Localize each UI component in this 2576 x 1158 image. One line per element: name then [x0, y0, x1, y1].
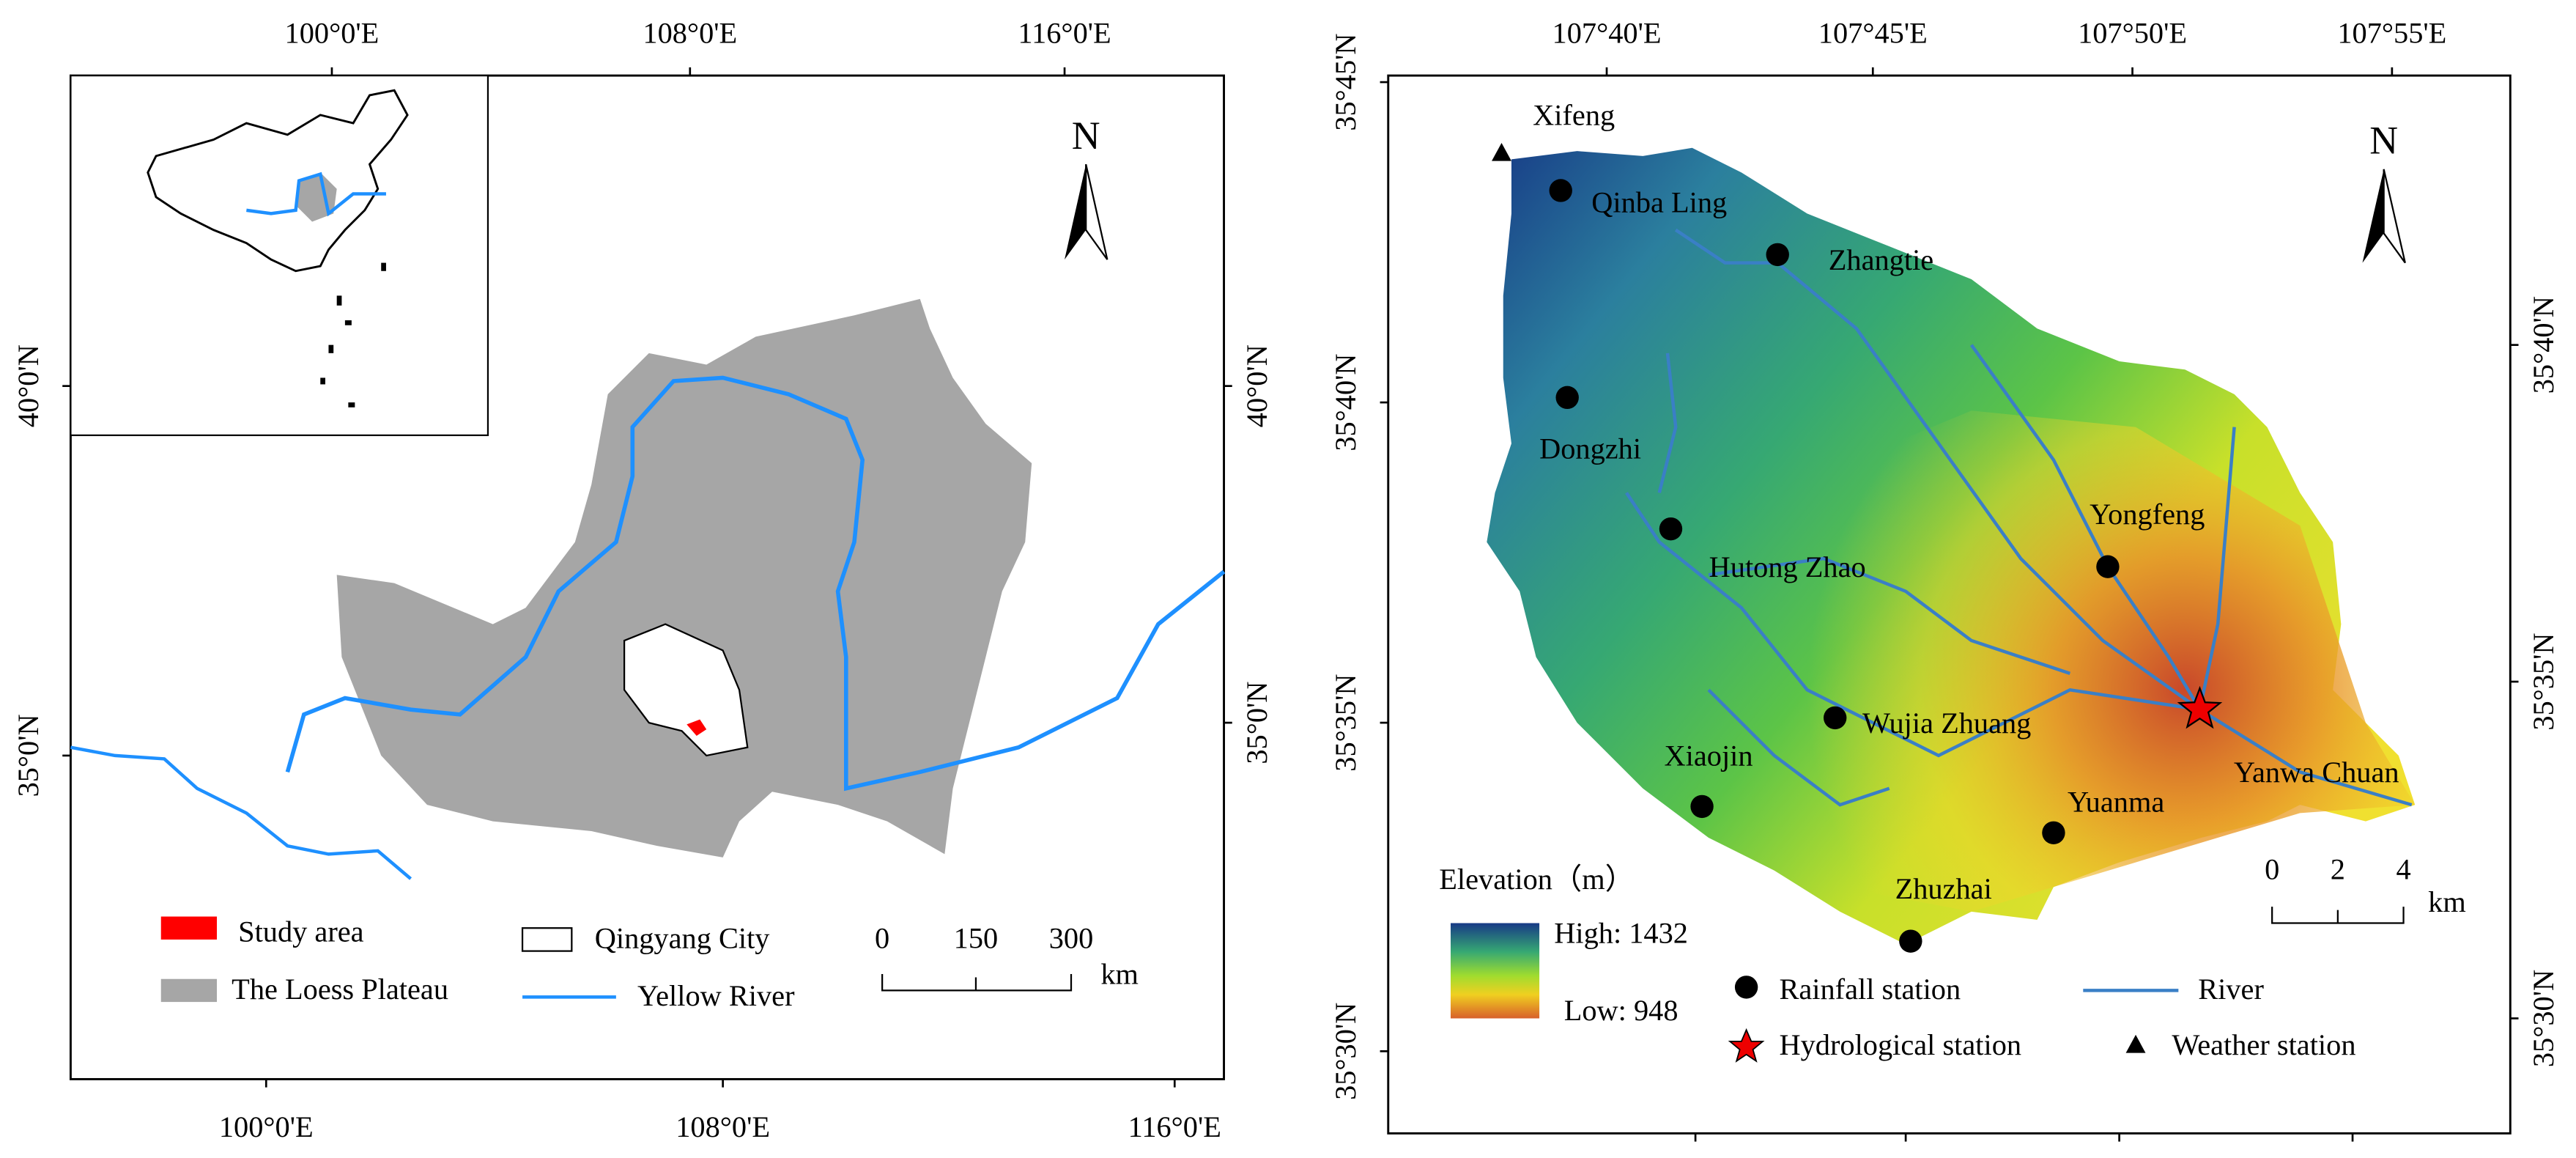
- weather-station: [1492, 142, 1511, 161]
- inset-frame: [70, 74, 489, 437]
- tick-label: 35°35'N: [1329, 674, 1362, 771]
- tick-label: 35°40'N: [1329, 353, 1362, 451]
- legend-label: The Loess Plateau: [232, 973, 448, 1006]
- right-frame: [1387, 74, 2512, 1135]
- tick-label: 116°0'E: [1018, 17, 1111, 50]
- left-frame: [69, 74, 1226, 1080]
- rainfall-station: [1824, 706, 1847, 730]
- scale-label: 0: [875, 921, 889, 954]
- tick-label: 40°0'N: [1240, 344, 1273, 427]
- north-arrow: [2383, 169, 2406, 264]
- study-area: [686, 719, 707, 737]
- qingyang-city: [623, 623, 749, 757]
- scale-label: 150: [954, 921, 999, 954]
- station-label: Dongzhi: [1539, 432, 1641, 465]
- tick-label: 108°0'E: [676, 1110, 770, 1143]
- tick-label: 107°50'E: [2078, 17, 2187, 50]
- tick-label: 35°45'N: [1329, 33, 1362, 130]
- legend-rainfall: [1734, 976, 1758, 999]
- legend-label: Qingyang City: [595, 921, 771, 954]
- tick-label: 35°30'N: [1329, 1003, 1362, 1100]
- tick-label: 108°0'E: [643, 17, 737, 50]
- legend-label: High: 1432: [1554, 917, 1688, 950]
- north-arrow: [1085, 163, 1109, 260]
- rainfall-station: [1899, 929, 1922, 953]
- scale-unit: km: [1100, 958, 1139, 991]
- legend-weather: [2125, 1034, 2146, 1053]
- rainfall-station: [1555, 386, 1579, 410]
- tick-label: 40°0'N: [12, 344, 45, 427]
- legend-swatch: [521, 927, 573, 952]
- china-outline: [147, 89, 409, 273]
- yellow-river: [70, 745, 412, 880]
- elevation-ramp: [1450, 923, 1540, 1019]
- inset-river: [246, 172, 386, 217]
- station-label: Xiaojin: [1665, 740, 1753, 772]
- legend-label: Low: 948: [1564, 994, 1679, 1027]
- tick-label: 107°40'E: [1552, 17, 1662, 50]
- hydrological-station: [2177, 685, 2223, 729]
- legend-label: Study area: [238, 915, 364, 948]
- loess-plateau: [336, 298, 1032, 858]
- inset-islands: [320, 262, 386, 407]
- rainfall-station: [1690, 794, 1714, 819]
- legend-label: Rainfall station: [1779, 973, 1961, 1006]
- tick-label: 116°0'E: [1128, 1110, 1221, 1143]
- scale-unit: km: [2428, 885, 2466, 918]
- tick-label: 100°0'E: [219, 1110, 314, 1143]
- legend-label: Hydrological station: [1779, 1028, 2021, 1061]
- tick-label: 107°45'E: [1818, 17, 1928, 50]
- station-label: Yuanma: [2068, 785, 2164, 818]
- legend-hydrological: [1728, 1028, 1765, 1063]
- yellow-river: [285, 375, 1226, 792]
- station-label: Hutong Zhao: [1709, 550, 1866, 583]
- tick-label: 100°0'E: [285, 17, 380, 50]
- rainfall-station: [2042, 821, 2065, 844]
- north-label: N: [2369, 119, 2398, 163]
- legend-label: River: [2198, 973, 2264, 1006]
- rainfall-station: [2096, 555, 2120, 578]
- scale-bar: [2271, 907, 2405, 924]
- tick-label: 107°55'E: [2337, 17, 2446, 50]
- rainfall-station: [1549, 179, 1572, 202]
- legend-title: Elevation（m）: [1439, 863, 1635, 896]
- rainfall-station: [1766, 243, 1789, 267]
- rainfall-station: [1659, 517, 1683, 541]
- legend-swatch: [160, 978, 217, 1003]
- tick-label: 35°0'N: [12, 714, 45, 797]
- station-label: Zhangtie: [1829, 243, 1933, 276]
- rivers: [1625, 228, 2413, 807]
- north-arrow: [1065, 164, 1087, 260]
- scale-label: 4: [2396, 852, 2410, 885]
- elevation-low: [1725, 410, 2416, 912]
- scale-label: 0: [2265, 852, 2279, 885]
- station-label: Xifeng: [1533, 99, 1615, 132]
- tick-label: 35°30'N: [2527, 970, 2560, 1067]
- scale-bar: [881, 973, 1073, 992]
- tick-label: 35°40'N: [2527, 296, 2560, 394]
- legend-swatch: [160, 916, 217, 940]
- scale-label: 2: [2331, 852, 2345, 885]
- station-label: Yanwa Chuan: [2234, 756, 2399, 789]
- station-label: Qinba Ling: [1591, 185, 1727, 218]
- station-label: Yongfeng: [2090, 498, 2205, 531]
- station-label: Wujia Zhuang: [1862, 707, 2031, 740]
- legend-label: Yellow River: [637, 979, 795, 1012]
- scale-label: 300: [1049, 921, 1094, 954]
- legend-label: Weather station: [2172, 1028, 2355, 1061]
- station-label: Zhuzhai: [1895, 872, 1992, 905]
- tick-label: 35°0'N: [1240, 682, 1273, 764]
- north-label: N: [1072, 114, 1100, 158]
- tick-label: 35°35'N: [2527, 633, 2560, 730]
- north-arrow: [2362, 169, 2384, 263]
